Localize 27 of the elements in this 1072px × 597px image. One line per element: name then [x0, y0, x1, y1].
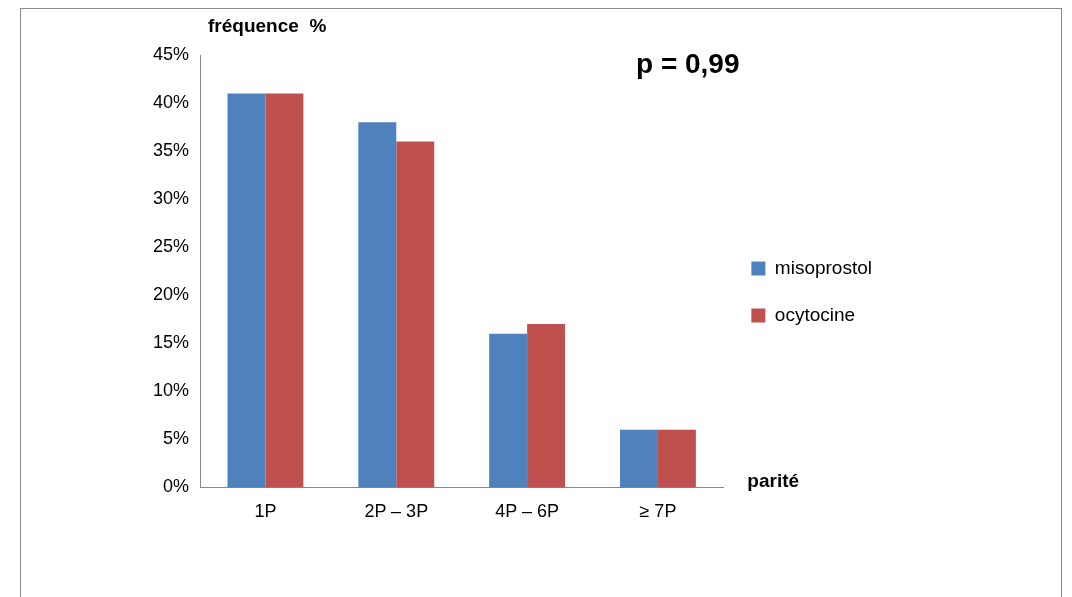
y-tick-label: 20%	[153, 284, 190, 305]
x-tick-label: 4P – 6P	[495, 501, 559, 522]
y-tick-label: 35%	[153, 140, 190, 161]
bar	[227, 93, 266, 488]
y-tick-label: 15%	[153, 332, 190, 353]
y-axis-title: fréquence %	[208, 15, 327, 37]
bar	[527, 324, 566, 488]
x-tick-label: 1P	[254, 501, 277, 522]
x-tick-label: ≥ 7P	[639, 501, 677, 522]
y-tick-label: 30%	[153, 188, 190, 209]
y-tick-label: 5%	[163, 428, 190, 449]
bar	[396, 141, 435, 488]
bar	[265, 93, 304, 488]
legend-label: misoprostol	[774, 256, 873, 278]
y-tick-label: 25%	[153, 236, 190, 257]
annotation: p = 0,99	[636, 47, 740, 79]
bar	[489, 333, 528, 488]
bar	[620, 429, 658, 488]
x-axis-title: parité	[747, 469, 800, 491]
bar	[358, 122, 397, 488]
x-tick-label: 2P – 3P	[364, 501, 429, 522]
bar	[657, 429, 696, 488]
y-tick-label: 45%	[153, 43, 190, 64]
y-tick-label: 40%	[153, 92, 190, 113]
y-tick-label: 10%	[153, 380, 190, 401]
legend-label: ocytocine	[774, 303, 856, 325]
y-tick-label: 0%	[163, 476, 190, 497]
